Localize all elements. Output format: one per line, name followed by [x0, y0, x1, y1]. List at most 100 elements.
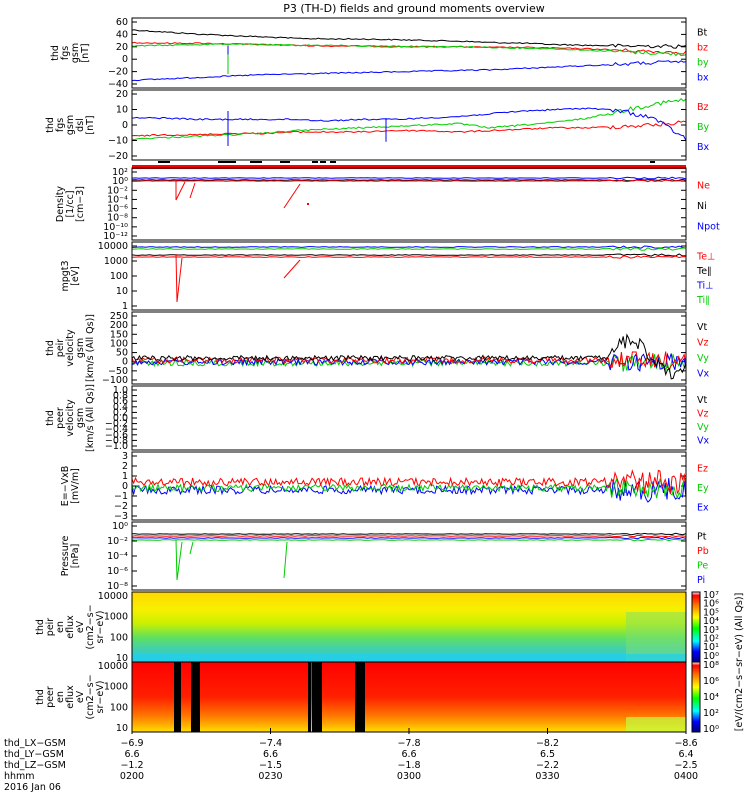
ytick-label: −3 — [114, 511, 128, 522]
ylabel-line: [km/s (All Qs)] — [85, 384, 96, 452]
ytick-label: −10 — [108, 136, 128, 147]
xaxis-value: 0200 — [120, 771, 144, 782]
colorbar-tick: 10⁶ — [703, 676, 719, 687]
legend-Pb: Pb — [697, 546, 709, 557]
ylabel-line: [nPa] — [70, 544, 81, 569]
legend-Ti∥: Ti∥ — [696, 295, 710, 306]
ytick-label: 100 — [110, 338, 128, 349]
legend-bx: bx — [697, 73, 709, 84]
panel-frame — [131, 167, 687, 241]
ytick-label: 0 — [122, 54, 128, 65]
ytick-label: 40 — [116, 29, 128, 40]
xaxis-value: −1.8 — [397, 760, 420, 771]
ylabel-line: E=−VxB — [60, 466, 71, 507]
colorbar-label-text: [eV/(cm2−s−sr−eV) (All Qs)] — [734, 593, 745, 732]
series-Ey — [131, 477, 687, 500]
ylabel-pressure: Pressure [nPa] — [60, 536, 81, 577]
legend-By: By — [697, 122, 710, 133]
xaxis-value: −1.5 — [259, 760, 282, 771]
series-Ez — [131, 469, 687, 495]
ylabel-line: eflux — [65, 615, 76, 639]
colorbar-tick: 10³ — [703, 625, 719, 636]
legend-by: by — [697, 58, 709, 69]
xaxis-value: 0330 — [535, 771, 559, 782]
ylabel-peer-eflux: thd peer en eflux eV (cm2−s− sr−eV) — [35, 674, 106, 719]
flag-bar — [650, 161, 655, 163]
ytick-label: 250 — [110, 311, 128, 322]
ytick-label: 100 — [110, 702, 128, 713]
ytick-label: 20 — [116, 89, 128, 100]
ytick-label: 0.8 — [113, 391, 128, 402]
dropout — [175, 253, 183, 303]
spectrogram-late — [626, 612, 686, 662]
series-Ti-par — [131, 247, 686, 251]
ylabel-density: Density [1/cc] [cm−3] — [55, 186, 86, 222]
series-Ne — [132, 179, 687, 183]
ylabel-line: en — [55, 691, 66, 703]
ytick-label: 0 — [122, 357, 128, 368]
ytick-label: 10000 — [98, 591, 128, 602]
panel-pressure: Pressure [nPa] 10⁰ 10⁻² 10⁻⁴ 10⁻⁶ 10⁻⁸ Pt Pb Pe Pi — [60, 521, 709, 592]
ytick-label: 10 — [116, 723, 128, 734]
legend-Bx: Bx — [697, 142, 710, 153]
ylabel-line: [km/s (All Qs)] — [85, 314, 96, 382]
ylabel-line: thd — [35, 619, 46, 635]
series-Ni — [131, 178, 687, 182]
dropout — [283, 541, 288, 579]
ytick-label: 2 — [122, 461, 128, 472]
ytick-label: 10² — [112, 167, 128, 178]
ytick-label: −100 — [102, 375, 128, 386]
xaxis-value: 6.6 — [401, 749, 416, 760]
panel-temperature: mpgt3 [eV] 10000 1000 100 10 1 Te⊥ Te∥ Ti⊥ Ti∥ — [60, 241, 715, 312]
ytick-label: 1000 — [104, 256, 128, 267]
ytick-label: 1 — [122, 301, 128, 312]
legend-Vz: Vz — [697, 408, 709, 419]
colorbar-tick: 10⁶ — [703, 599, 719, 610]
ylabel-line: (cm2−s− — [85, 604, 96, 649]
ylabel-line: [nT] — [80, 43, 91, 62]
xaxis-value: 0400 — [674, 771, 698, 782]
panel-frame — [131, 521, 687, 591]
ytick-label: −1 — [114, 491, 128, 502]
ylabel-line: velocity — [65, 399, 76, 437]
panel-peir-velocity: thd peir velocity gsm [km/s (All Qs)] 2502001… — [45, 311, 709, 386]
ytick-label: 0 — [122, 481, 128, 492]
panel-frame — [131, 17, 687, 89]
legend-bz: bz — [697, 43, 708, 54]
colorbar-label: [eV/(cm2−s−sr−eV) (All Qs)] — [734, 593, 745, 732]
legend-Te∥: Te∥ — [696, 266, 712, 277]
ytick-label: 10⁻² — [107, 536, 128, 547]
xaxis-row-label: thd_LX−GSM — [4, 738, 66, 749]
legend-Ne: Ne — [697, 180, 710, 191]
ylabel-line: [mV/m] — [70, 468, 81, 504]
ytick-label: 0.4 — [113, 402, 128, 413]
xaxis-row-label: hhmm — [4, 771, 35, 782]
panel-peir-eflux: thd peir en eflux eV (cm2−s− sr−eV) 10000 1000 10… — [35, 591, 687, 664]
flag-bar — [218, 161, 236, 163]
colorbar-tick: 10⁰ — [703, 651, 719, 662]
ytick-label: −20 — [108, 151, 128, 162]
legend-Npot: Npot — [697, 222, 720, 233]
ytick-label: 10⁻¹⁰ — [103, 222, 128, 233]
legend-Ey: Ey — [697, 483, 709, 494]
ytick-label: 10⁻⁶ — [107, 566, 128, 577]
ylabel-line: peir — [55, 339, 66, 358]
colorbar-tick: 10² — [703, 634, 719, 645]
ylabel-peir-eflux: thd peir en eflux eV (cm2−s− sr−eV) — [35, 604, 106, 649]
ytick-label: 20 — [116, 42, 128, 53]
ylabel-line: dsl — [75, 118, 86, 132]
colorbar-tick: 10⁰ — [703, 724, 719, 735]
ylabel-line: eV — [75, 620, 86, 633]
spectrogram-ions — [132, 592, 686, 662]
ylabel-line: thd — [50, 45, 61, 61]
dropout — [283, 259, 301, 279]
dot — [307, 203, 309, 205]
xaxis-row-label: thd_LY−GSM — [4, 749, 64, 760]
ytick-label: 0 — [122, 120, 128, 131]
ylabel-line: (cm2−s− — [85, 674, 96, 719]
spectrogram-electrons — [132, 662, 686, 732]
ylabel-line: sr−eV) — [95, 681, 106, 714]
